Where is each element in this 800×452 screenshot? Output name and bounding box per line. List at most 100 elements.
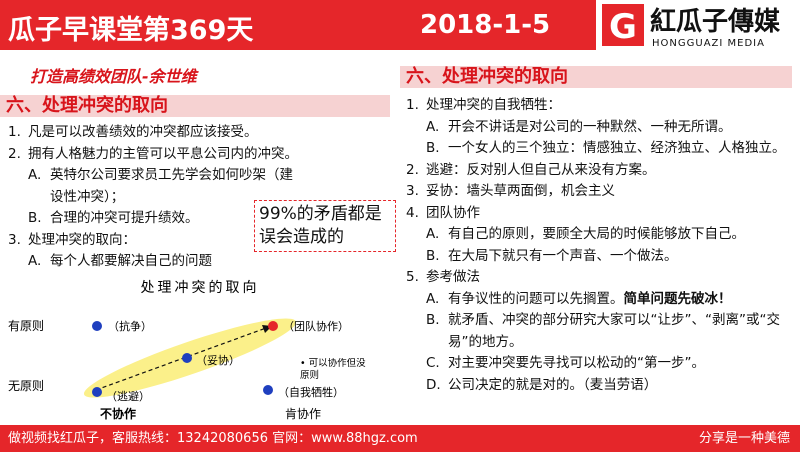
list-item: A. 有争议性的问题可以先搁置。简单问题先破冰！ [402,289,792,311]
list-text: 逃避：反对别人但自己从来没有方案。 [426,160,656,182]
list-text-bold: 简单问题先破冰！ [623,290,732,307]
list-text: 凡是可以改善绩效的冲突都应该接受。 [28,122,258,144]
point [92,321,102,331]
y-high: 有原则 [8,319,44,333]
list-item: B. 合理的冲突可提升绩效。 [4,208,334,230]
list-text-part: 英特尔公司要求员工先学会如何吵架（建设性冲突）； [50,167,293,205]
list-marker: A. [426,118,440,135]
list-item: B. 在大局下就只有一个声音、一个做法。 [402,246,792,268]
logo-graphic: G 紅瓜子傳媒 HONGGUAZI MEDIA [602,4,781,49]
date: 2018-1-5 [420,10,551,40]
list-marker: 3. [406,183,419,199]
list-text: 有争议性的问题可以先搁置。简单问题先破冰！ [448,289,732,311]
list-text-part: 处理冲突的取向： [28,231,136,248]
list-marker: B. [426,247,440,264]
list-item: A. 有自己的原则，要顾全大局的时候能够放下自己。 [402,224,792,246]
list-item: C. 对主要冲突要先寻找可以松动的“第一步”。 [402,353,792,375]
list-text-part: 每个人都要解决自己的问题 [50,253,212,269]
list-text-part: 有争议性的问题可以先搁置。 [448,290,624,307]
arrow [95,327,267,391]
diagram-title: 处理冲突的取向 [141,280,260,296]
list-text-part: 凡是可以改善绩效的冲突都应该接受。 [28,124,258,140]
list-text: 开会不讲话是对公司的一种默然、一种无所谓。 [448,117,732,139]
list-marker: A. [28,167,42,183]
list-text-part: 在大局下就只有一个声音、一个做法。 [448,247,678,264]
list-marker: A. [426,290,440,307]
list-text-part: 对主要冲突要先寻找可以松动的“第一步”。 [448,355,705,371]
list-text: 处理冲突的自我牺牲： [426,95,561,117]
list-marker: B. [426,140,440,156]
point-label: （抗争） [108,319,152,333]
note-box: • 可以协作但没原则 [300,358,366,381]
point-label: （妥协） [196,353,240,367]
list-text-part: 有自己的原则，要顾全大局的时候能够放下自己。 [448,226,745,242]
list-item: 2. 拥有人格魅力的主管可以平息公司内的冲突。 [4,144,334,166]
list-marker: B. [28,210,42,226]
list-text-part: 团队协作 [426,204,480,221]
list-item: 1. 凡是可以改善绩效的冲突都应该接受。 [4,122,334,144]
y-low: 无原则 [8,379,44,393]
list-text: 公司决定的就是对的。（麦当劳语） [448,375,657,397]
list-item: A. 开会不讲话是对公司的一种默然、一种无所谓。 [402,117,792,139]
list-text-part: 就矛盾、冲突的部分研究大家可以“让步”、“剥离”或“交易”的地方。 [448,312,780,350]
point-label: （自我牺牲） [278,385,344,399]
callout: 99%的矛盾都是误会造成的 [254,200,396,252]
footer-contact: 做视频找红瓜子，客服热线：13242080656 官网：www.88hgz.co… [8,431,418,446]
list-text: 在大局下就只有一个声音、一个做法。 [448,246,678,268]
list-text-part: 逃避：反对别人但自己从来没有方案。 [426,161,656,178]
title: 瓜子早课堂第369天 [8,15,254,46]
list-marker: A. [426,226,440,242]
list-item: A. 英特尔公司要求员工先学会如何吵架（建设性冲突）； [4,165,334,208]
list-marker: 1. [8,124,21,140]
point [182,353,192,363]
point [92,387,102,397]
list-text-part: 公司决定的就是对的。（麦当劳语） [448,376,658,393]
list-text: 每个人都要解决自己的问题 [50,251,212,273]
list-item: 3. 处理冲突的取向： [4,230,334,252]
list-marker: 4. [406,204,419,221]
logo: G 紅瓜子傳媒 HONGGUAZI MEDIA [596,0,800,50]
list-text: 妥协：墙头草两面倒，机会主义 [426,181,615,203]
list-item: D. 公司决定的就是对的。（麦当劳语） [402,375,792,397]
list-text: 团队协作 [426,203,480,225]
list-marker: C. [426,355,440,371]
list-text-part: 参考做法 [426,269,480,285]
right-list: 1. 处理冲突的自我牺牲： A. 开会不讲话是对公司的一种默然、一种无所谓。 B. 一个女… [402,95,792,396]
list-item: 5. 参考做法 [402,267,792,289]
list-marker: A. [28,253,42,269]
x-high: 肯协作 [285,406,321,421]
point [268,321,278,331]
list-text-part: 一个女人的三个独立：情感独立、经济独立、人格独立。 [448,140,786,156]
footer-motto: 分享是一种美德 [698,431,790,446]
list-text: 处理冲突的取向： [28,230,136,252]
subtitle: 打造高绩效团队-余世维 [30,67,197,86]
list-marker: D. [426,376,441,393]
list-text-part: 开会不讲话是对公司的一种默然、一种无所谓。 [448,118,732,135]
note: • 可以协作但没原则 [300,358,366,381]
logo-text: 紅瓜子傳媒 [650,7,781,37]
list-item: 3. 妥协：墙头草两面倒，机会主义 [402,181,792,203]
list-marker: 3. [8,231,21,248]
logo-sub: HONGGUAZI MEDIA [652,38,765,49]
logo-letter: G [609,7,637,47]
list-marker: 1. [406,97,419,113]
list-text: 对主要冲突要先寻找可以松动的“第一步”。 [448,353,705,375]
list-text: 拥有人格魅力的主管可以平息公司内的冲突。 [28,144,298,166]
list-marker: 2. [8,145,21,162]
list-text-part: 处理冲突的自我牺牲： [426,97,561,113]
list-text-part: 合理的冲突可提升绩效。 [50,210,199,226]
list-text: 英特尔公司要求员工先学会如何吵架（建设性冲突）； [50,165,305,208]
list-item: 2. 逃避：反对别人但自己从来没有方案。 [402,160,792,182]
list-item: B. 就矛盾、冲突的部分研究大家可以“让步”、“剥离”或“交易”的地方。 [402,310,792,353]
list-text: 有自己的原则，要顾全大局的时候能够放下自己。 [448,224,745,246]
list-text: 合理的冲突可提升绩效。 [50,208,199,230]
point-label: （逃避） [106,389,150,403]
list-text-part: 妥协：墙头草两面倒，机会主义 [426,183,615,199]
right-heading: 六、处理冲突的取向 [400,66,792,88]
list-item: A. 每个人都要解决自己的问题 [4,251,334,273]
conflict-diagram: 处理冲突的取向 有原则 无原则 不协作 肯协作 （抗争） （团队协作） （妥协）… [8,280,366,421]
list-marker: B. [426,312,440,328]
list-text: 就矛盾、冲突的部分研究大家可以“让步”、“剥离”或“交易”的地方。 [448,310,792,353]
list-item: 1. 处理冲突的自我牺牲： [402,95,792,117]
